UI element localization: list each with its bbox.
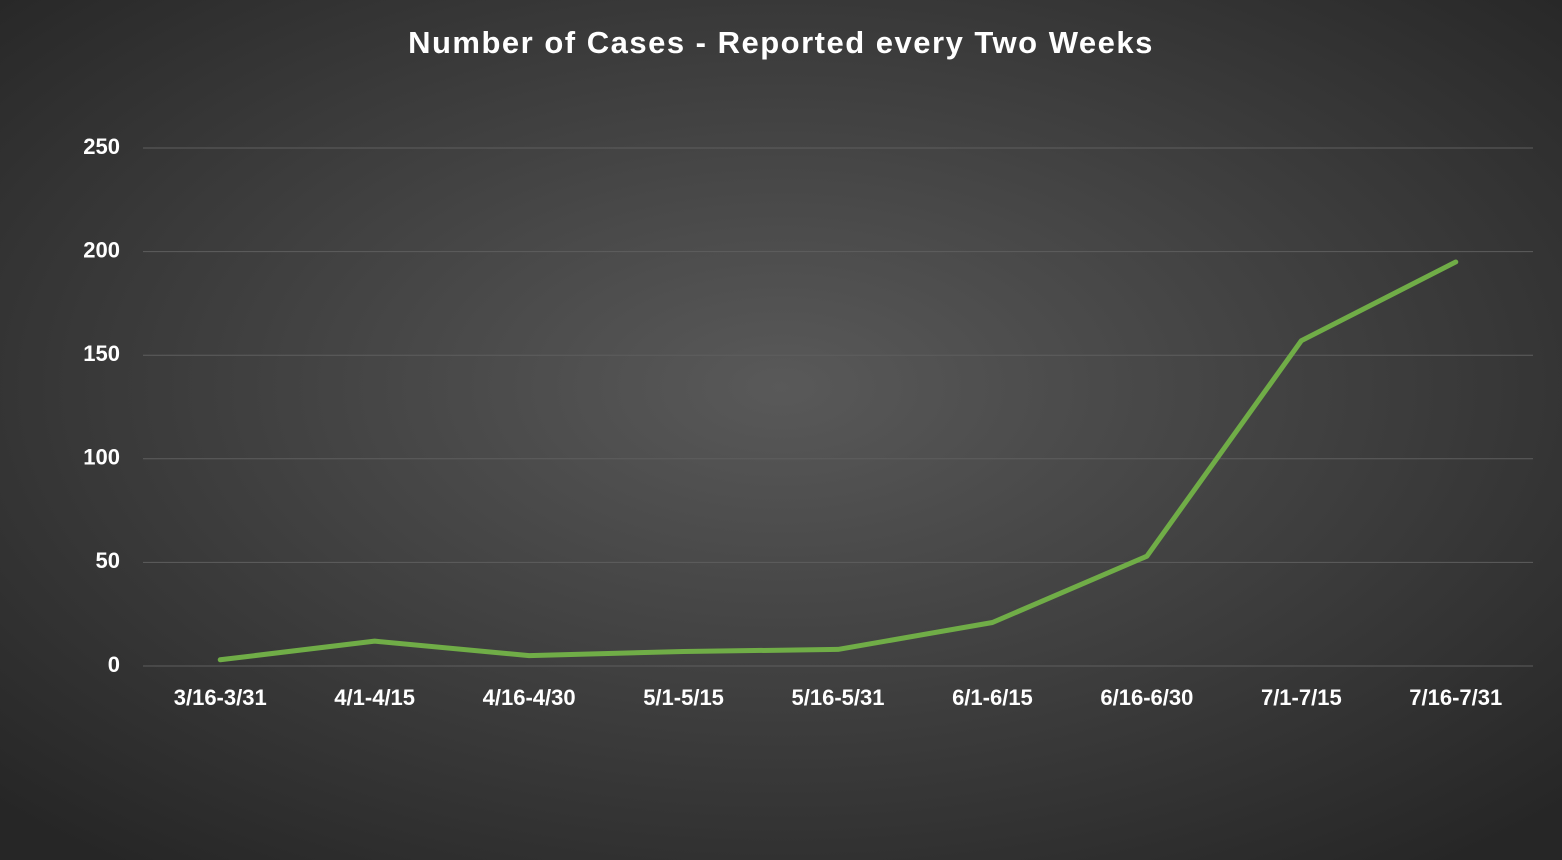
data-line — [217, 259, 1459, 663]
x-tick-label: 5/1-5/15 — [643, 685, 724, 710]
y-tick-label: 150 — [83, 341, 120, 366]
x-tick-label: 3/16-3/31 — [174, 685, 267, 710]
y-tick-label: 50 — [96, 548, 120, 573]
x-tick-label: 6/1-6/15 — [952, 685, 1033, 710]
y-tick-label: 0 — [108, 652, 120, 677]
x-tick-label: 4/16-4/30 — [483, 685, 576, 710]
x-tick-label: 7/16-7/31 — [1409, 685, 1502, 710]
x-tick-label: 7/1-7/15 — [1261, 685, 1342, 710]
y-tick-label: 200 — [83, 237, 120, 262]
y-tick-label: 250 — [83, 134, 120, 159]
chart-title: Number of Cases - Reported every Two Wee… — [408, 25, 1154, 60]
x-tick-label: 5/16-5/31 — [792, 685, 885, 710]
x-tick-label: 6/16-6/30 — [1100, 685, 1193, 710]
y-tick-label: 100 — [83, 445, 120, 470]
x-tick-label: 4/1-4/15 — [334, 685, 415, 710]
